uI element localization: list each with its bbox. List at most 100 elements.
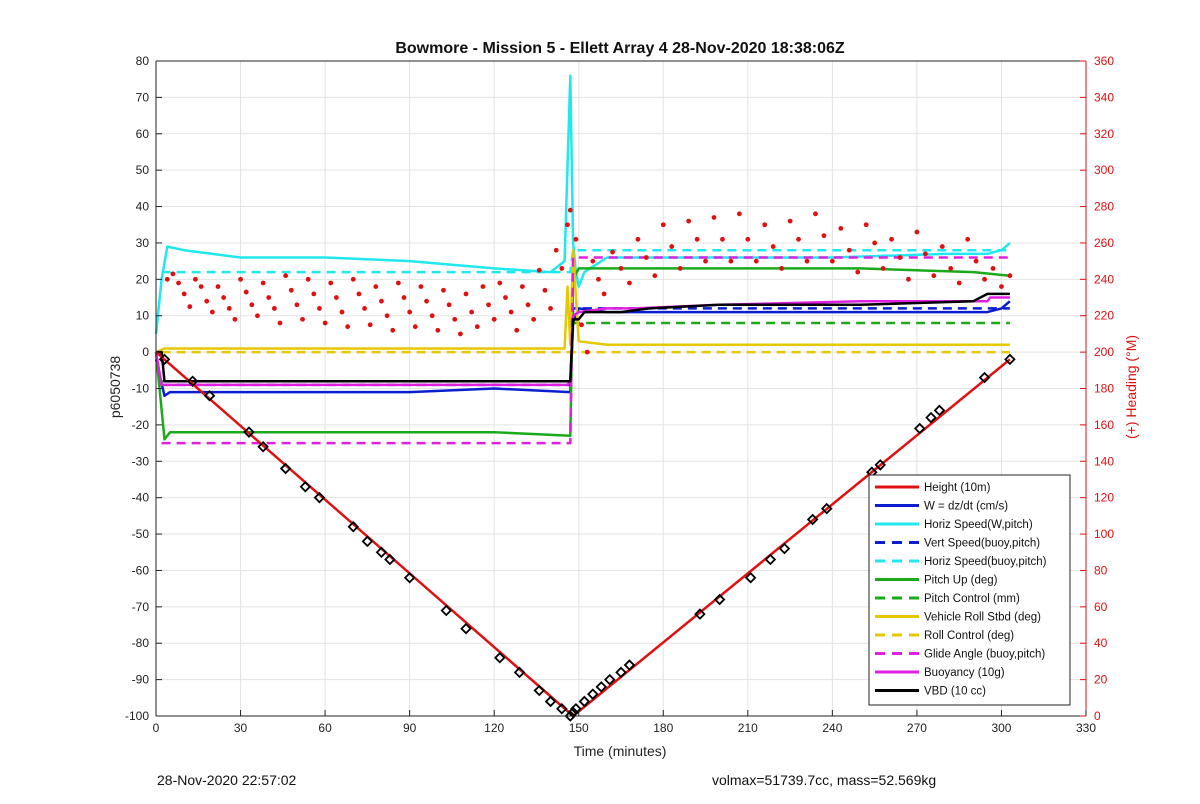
height-marker [556, 702, 568, 715]
heading-point [565, 222, 570, 228]
y2-tick-label: 200 [1094, 345, 1114, 359]
heading-point [255, 313, 260, 319]
heading-point [548, 306, 553, 311]
heading-point [429, 313, 435, 319]
heading-point [333, 295, 339, 300]
heading-point [736, 211, 742, 217]
y2-axis-label: (+) Heading (°M) [1123, 335, 1139, 439]
legend-entry: Glide Angle (buoy,pitch) [924, 649, 1045, 661]
heading-point [401, 295, 407, 300]
heading-point [424, 298, 429, 304]
heading-point [373, 284, 379, 290]
y-tick-label: 30 [136, 236, 150, 250]
y2-tick-label: 20 [1094, 673, 1108, 687]
heading-point [982, 276, 987, 282]
heading-point [452, 316, 458, 322]
heading-point [1007, 273, 1013, 279]
heading-point [277, 320, 283, 326]
y2-tick-label: 280 [1094, 200, 1114, 214]
legend-box [868, 474, 1071, 706]
x-tick-label: 60 [318, 721, 332, 735]
height-marker [713, 593, 726, 606]
height-marker [615, 666, 627, 679]
height-marker [460, 622, 472, 635]
heading-point [491, 316, 497, 322]
footer-volmax-mass: volmax=51739.7cc, mass=52.569kg [712, 772, 937, 788]
heading-point [999, 284, 1004, 290]
legend-entry: Roll Control (deg) [924, 630, 1014, 642]
height-marker [347, 521, 360, 533]
heading-point [519, 284, 525, 290]
series-horiz-speed-buoy-pitch [161, 248, 1010, 274]
height-marker [978, 371, 991, 384]
y-tick-label: -60 [132, 563, 150, 577]
heading-point [553, 247, 559, 253]
heading-point [356, 291, 362, 297]
height-marker [913, 422, 926, 435]
heading-point [339, 309, 345, 315]
heading-point [779, 266, 785, 271]
height-marker [603, 673, 616, 686]
heading-point [635, 236, 641, 242]
height-marker [874, 459, 887, 471]
heading-point [973, 258, 979, 264]
heading-point [703, 258, 708, 264]
height-marker [570, 702, 582, 715]
y2-tick-label: 340 [1094, 90, 1114, 104]
heading-point [474, 324, 480, 330]
series-buoyancy-10g [154, 296, 1010, 387]
legend-entry: Horiz Speed(W,pitch) [924, 519, 1033, 531]
y-tick-label: 60 [136, 127, 150, 141]
series-vehicle-roll-stbd-deg [155, 248, 1010, 354]
heading-point [170, 271, 176, 277]
x-tick-label: 330 [1076, 721, 1096, 735]
heading-point [694, 236, 700, 242]
height-marker [299, 480, 312, 493]
y-tick-label: -50 [132, 527, 150, 541]
series-vbd-10-cc [156, 292, 1010, 383]
y-tick-label: 40 [136, 200, 150, 214]
height-marker [564, 710, 577, 722]
height-marker [694, 608, 706, 620]
height-marker [806, 513, 819, 526]
heading-point [204, 298, 210, 304]
y-tick-label: -20 [132, 418, 150, 432]
legend-entry: Vert Speed(buoy,pitch) [924, 538, 1040, 550]
heading-point [350, 276, 356, 282]
heading-point [531, 316, 537, 322]
height-marker [375, 546, 388, 559]
y2-tick-label: 240 [1094, 272, 1114, 286]
x-tick-label: 30 [234, 721, 248, 735]
heading-point [209, 309, 215, 315]
heading-point [362, 306, 367, 311]
heading-point [288, 287, 294, 293]
legend-entry: Vehicle Roll Stbd (deg) [924, 612, 1041, 624]
heading-point [579, 322, 584, 328]
heading-point [872, 240, 878, 246]
heading-point [345, 324, 351, 330]
heading-point [745, 236, 751, 242]
heading-point [300, 316, 305, 322]
x-axis-label: Time (minutes) [574, 743, 667, 759]
heading-point [897, 255, 903, 260]
y2-tick-label: 80 [1094, 563, 1108, 577]
height-marker [279, 462, 292, 475]
heading-point [880, 266, 886, 271]
y2-tick-label: 140 [1094, 454, 1114, 468]
y-tick-label: -30 [132, 454, 150, 468]
heading-point [193, 276, 198, 282]
y-tick-label: 70 [136, 90, 150, 104]
heading-point [677, 266, 683, 271]
heading-point [618, 266, 624, 271]
heading-point [446, 302, 452, 308]
heading-point [463, 291, 469, 297]
heading-point [711, 215, 717, 220]
height-marker [820, 502, 833, 515]
axes: 0 30 60 90 120 150 180 210 240 270 300 330-100-90-8… [125, 54, 1114, 735]
legend-entry: Pitch Control (mm) [924, 593, 1020, 605]
y-tick-label: -80 [132, 636, 150, 650]
height-marker [744, 571, 757, 584]
heading-point [283, 273, 289, 279]
legend-entry: VBD (10 cc) [924, 686, 986, 698]
heading-point [226, 306, 232, 311]
